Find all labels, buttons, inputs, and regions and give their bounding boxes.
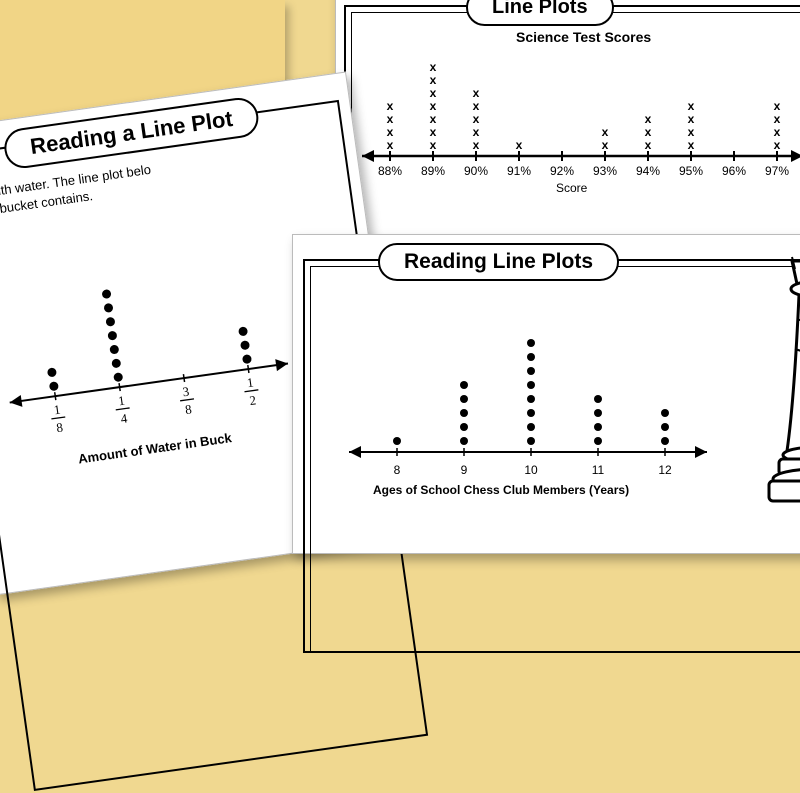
svg-text:x: x — [645, 112, 652, 126]
svg-text:88%: 88% — [378, 164, 402, 178]
svg-text:1: 1 — [246, 375, 255, 391]
svg-text:11: 11 — [592, 463, 605, 477]
chess-king-icon — [767, 229, 800, 509]
worksheet-reading-line-plots: Reading Line Plots 8 9 10 11 12 Ages of Scho… — [292, 234, 800, 554]
svg-text:x: x — [645, 125, 652, 139]
svg-text:91%: 91% — [507, 164, 531, 178]
svg-text:2: 2 — [248, 392, 257, 408]
svg-text:x: x — [774, 99, 781, 113]
svg-text:x: x — [430, 86, 437, 100]
svg-text:x: x — [688, 112, 695, 126]
svg-text:x: x — [473, 125, 480, 139]
worksheet-title: Reading Line Plots — [404, 250, 593, 273]
svg-text:92%: 92% — [550, 164, 574, 178]
svg-text:x: x — [430, 73, 437, 87]
svg-text:x: x — [430, 99, 437, 113]
svg-text:9: 9 — [461, 463, 468, 477]
svg-text:x: x — [473, 99, 480, 113]
svg-text:96%: 96% — [722, 164, 746, 178]
svg-text:8: 8 — [55, 419, 64, 435]
svg-text:1: 1 — [117, 393, 126, 409]
svg-text:3: 3 — [182, 384, 191, 400]
svg-text:97%: 97% — [765, 164, 789, 178]
svg-text:x: x — [473, 138, 480, 152]
svg-text:x: x — [473, 86, 480, 100]
svg-text:93%: 93% — [593, 164, 617, 178]
svg-text:x: x — [387, 112, 394, 126]
svg-text:x: x — [430, 125, 437, 139]
svg-text:x: x — [602, 138, 609, 152]
svg-text:x: x — [387, 138, 394, 152]
svg-text:89%: 89% — [421, 164, 445, 178]
axis-label: Score — [556, 181, 587, 195]
svg-text:x: x — [774, 138, 781, 152]
svg-text:x: x — [645, 138, 652, 152]
svg-text:x: x — [430, 138, 437, 152]
svg-text:12: 12 — [658, 463, 672, 477]
svg-text:x: x — [774, 112, 781, 126]
svg-text:8: 8 — [184, 401, 193, 417]
svg-text:x: x — [602, 125, 609, 139]
lineplot-axis: 8 9 10 11 12 — [325, 277, 725, 512]
svg-text:x: x — [387, 125, 394, 139]
svg-text:90%: 90% — [464, 164, 488, 178]
svg-text:x: x — [688, 138, 695, 152]
worksheet-title: Line Plots — [492, 0, 588, 18]
title-pill: Reading Line Plots — [378, 243, 619, 281]
svg-text:4: 4 — [120, 410, 129, 426]
title-pill: Line Plots — [466, 0, 614, 26]
svg-text:x: x — [688, 99, 695, 113]
svg-text:x: x — [387, 99, 394, 113]
svg-text:1: 1 — [53, 402, 62, 418]
worksheet-line-plots: Line Plots Science Test Scores 88%xxxx89… — [335, 0, 800, 260]
svg-text:10: 10 — [524, 463, 538, 477]
svg-text:x: x — [430, 60, 437, 74]
svg-text:x: x — [774, 125, 781, 139]
axis-label: Ages of School Chess Club Members (Years… — [373, 483, 629, 497]
svg-text:x: x — [473, 112, 480, 126]
svg-text:8: 8 — [394, 463, 401, 477]
svg-text:x: x — [688, 125, 695, 139]
svg-text:95%: 95% — [679, 164, 703, 178]
svg-text:x: x — [516, 138, 523, 152]
svg-text:94%: 94% — [636, 164, 660, 178]
svg-text:x: x — [430, 112, 437, 126]
